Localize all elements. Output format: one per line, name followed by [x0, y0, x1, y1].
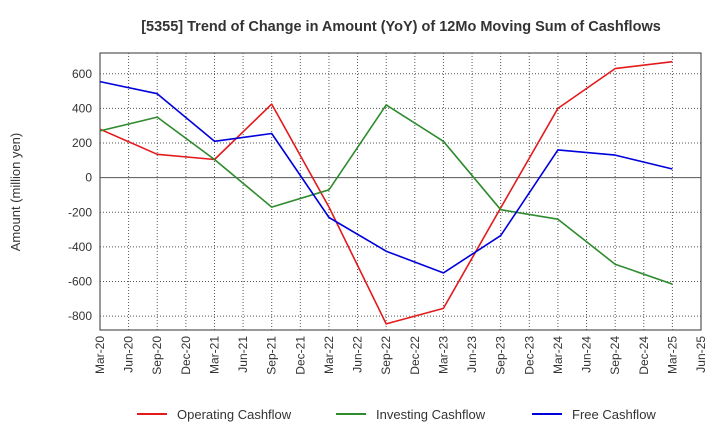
x-tick-label: Jun-22 [351, 336, 365, 373]
y-tick-label: -800 [68, 309, 92, 323]
series-line-investing-cashflow [99, 104, 673, 285]
x-tick-label: Dec-22 [408, 336, 422, 375]
x-tick-label: Dec-20 [179, 336, 193, 375]
x-tick-label: Jun-24 [580, 336, 594, 373]
y-tick-label: 600 [72, 67, 92, 81]
x-tick-label: Sep-23 [494, 336, 508, 375]
series-line-operating-cashflow [99, 60, 673, 325]
x-tick-label: Mar-23 [436, 336, 450, 374]
y-tick-label: -600 [68, 275, 92, 289]
x-tick-label: Sep-20 [150, 336, 164, 375]
x-tick-label: Dec-23 [522, 336, 536, 375]
x-tick-label: Mar-24 [551, 336, 565, 374]
x-tick-label: Dec-24 [637, 336, 651, 375]
x-tick-label: Sep-22 [379, 336, 393, 375]
x-tick-label: Mar-25 [665, 336, 679, 374]
y-tick-label: 400 [72, 101, 92, 115]
legend-label-free-cashflow: Free Cashflow [572, 407, 656, 422]
grid-layer [99, 52, 702, 331]
legend-label-operating-cashflow: Operating Cashflow [177, 407, 292, 422]
x-tick-label: Jun-23 [465, 336, 479, 373]
y-tick-label: 0 [85, 171, 92, 185]
x-tick-label: Jun-25 [694, 336, 708, 373]
y-tick-label: -200 [68, 205, 92, 219]
x-tick-label: Mar-22 [322, 336, 336, 374]
x-tick-label: Sep-24 [608, 336, 622, 375]
series-line-free-cashflow [99, 80, 673, 274]
x-tick-label: Mar-20 [93, 336, 107, 374]
y-axis-label: Amount (million yen) [8, 133, 23, 252]
x-tick-label: Jun-20 [122, 336, 136, 373]
legend: Operating Cashflow Investing Cashflow Free… [137, 407, 656, 422]
y-tick-label: -400 [68, 240, 92, 254]
x-tick-label: Mar-21 [207, 336, 221, 374]
chart-title: [5355] Trend of Change in Amount (YoY) o… [141, 19, 661, 35]
plot-frame [99, 52, 702, 331]
y-tick-label: 200 [72, 136, 92, 150]
x-tick-label: Dec-21 [293, 336, 307, 375]
x-tick-label: Jun-21 [236, 336, 250, 373]
x-tick-label: Sep-21 [265, 336, 279, 375]
series-layer [99, 60, 673, 325]
legend-label-investing-cashflow: Investing Cashflow [376, 407, 486, 422]
